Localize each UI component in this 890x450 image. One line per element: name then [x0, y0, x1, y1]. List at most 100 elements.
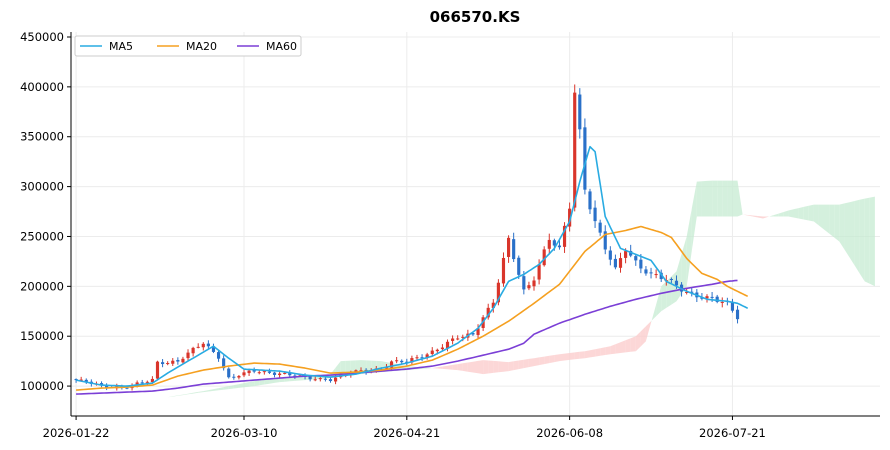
candle-body-down	[552, 240, 556, 246]
candle-body-up	[618, 258, 623, 268]
candle-body-down	[293, 375, 297, 377]
candle-body-down	[328, 379, 333, 382]
candle-body-up	[624, 251, 628, 258]
cloud-segment-bullish	[198, 391, 204, 393]
moving-average-lines	[75, 145, 749, 395]
cloud-segment-bullish	[788, 209, 794, 218]
cloud-segment-bullish	[274, 378, 280, 383]
cloud-segment-bullish	[208, 389, 214, 392]
candle-body-down	[639, 259, 643, 269]
candle-body-up	[654, 274, 658, 276]
chart-title: 066570.KS	[430, 8, 521, 26]
cloud-segment-bearish	[442, 365, 448, 370]
cloud-segment-bearish	[452, 364, 458, 371]
cloud-segment-bullish	[768, 215, 774, 217]
cloud-segment-bullish	[849, 201, 855, 266]
candle-body-down	[644, 269, 648, 274]
cloud-segment-bullish	[717, 180, 723, 217]
grid	[71, 32, 880, 416]
candle-body-up	[145, 381, 149, 383]
cloud-segment-bearish	[620, 340, 626, 353]
cloud-segment-bullish	[264, 379, 270, 385]
cloud-segment-bullish	[233, 384, 239, 389]
cloud-segment-bullish	[162, 397, 168, 398]
candle-body-down	[161, 362, 165, 365]
cloud-segment-bullish	[238, 383, 244, 388]
candle-body-up	[440, 347, 445, 350]
candle-body-down	[578, 94, 582, 130]
y-tick-label: 300000	[20, 180, 64, 194]
cloud-segment-bearish	[528, 358, 534, 368]
cloud-segment-bullish	[671, 271, 677, 305]
candle-body-up	[201, 343, 205, 348]
cloud-segment-bearish	[600, 347, 606, 356]
candle-body-up	[135, 382, 139, 386]
cloud-segment-bullish	[839, 203, 845, 250]
candle-body-down	[206, 343, 210, 347]
candle-body-up	[283, 372, 287, 374]
candle-body-down	[669, 278, 673, 280]
candle-body-up	[166, 363, 170, 365]
candle-body-up	[150, 378, 154, 383]
cloud-segment-bullish	[824, 204, 830, 234]
candle-body-up	[532, 280, 536, 287]
candle-body-down	[690, 291, 694, 293]
cloud-segment-bullish	[228, 385, 234, 390]
candle-body-up	[720, 301, 724, 303]
cloud-segment-bearish	[757, 216, 763, 219]
ma20-line	[76, 225, 749, 391]
cloud-segment-bearish	[559, 353, 565, 362]
candle-body-up	[155, 361, 160, 379]
candle-body-up	[685, 291, 689, 293]
ma60-line	[76, 279, 738, 395]
cloud-segment-bullish	[218, 387, 224, 391]
cloud-segment-bearish	[508, 361, 514, 372]
candle-body-up	[486, 307, 490, 318]
x-tick-label: 2026-06-08	[536, 426, 603, 440]
cloud-segment-bullish	[829, 204, 835, 238]
cloud-segment-bearish	[590, 349, 596, 358]
cloud-segment-bearish	[635, 331, 641, 352]
cloud-segment-bearish	[752, 215, 758, 218]
cloud-segment-bullish	[188, 392, 194, 395]
candle-body-up	[705, 296, 709, 299]
cloud-segment-bullish	[793, 208, 799, 219]
candle-body-down	[710, 296, 714, 298]
cloud-segment-bearish	[518, 359, 524, 370]
cloud-segment-bullish	[701, 180, 707, 217]
cloud-segment-bullish	[773, 213, 779, 217]
cloud-segment-bearish	[595, 348, 601, 357]
cloud-segment-bullish	[254, 380, 260, 387]
cloud-segment-bullish	[223, 386, 229, 390]
cloud-segment-bearish	[447, 364, 453, 370]
candle-body-up	[476, 328, 480, 335]
candle-body-down	[99, 383, 104, 386]
candle-body-up	[171, 360, 175, 364]
cloud-segment-bullish	[696, 181, 702, 217]
cloud-segment-bullish	[727, 180, 733, 217]
cloud-segment-bullish	[783, 210, 789, 217]
candle-body-down	[649, 272, 653, 274]
candle-body-up	[395, 360, 399, 362]
cloud-segment-bullish	[834, 204, 840, 242]
legend: MA5 MA20 MA60	[74, 35, 302, 57]
cloud-segment-bullish	[808, 204, 814, 222]
y-tick-label: 250000	[20, 229, 64, 243]
candle-body-up	[415, 357, 419, 359]
y-tick-label: 150000	[20, 329, 64, 343]
cloud-segment-bullish	[737, 180, 743, 217]
legend-label: MA20	[186, 40, 217, 53]
cloud-segment-bullish	[813, 204, 819, 226]
candle-body-down	[471, 332, 475, 335]
cloud-segment-bearish	[473, 360, 478, 374]
cloud-segment-bullish	[707, 180, 713, 217]
cloud-segment-bullish	[427, 367, 433, 369]
y-tick-label: 450000	[20, 30, 64, 44]
x-tick-label: 2026-03-10	[211, 426, 278, 440]
candle-body-up	[242, 372, 246, 376]
cloud-segment-bearish	[610, 344, 616, 355]
x-tick-label: 2026-01-22	[43, 426, 110, 440]
candle-body-up	[247, 370, 251, 374]
candle-body-down	[176, 359, 180, 362]
